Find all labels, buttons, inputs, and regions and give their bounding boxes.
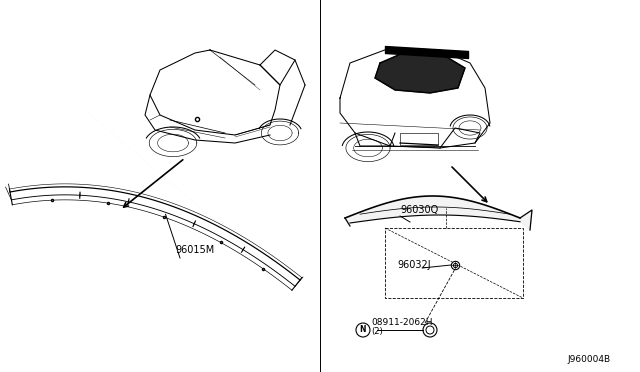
Polygon shape (345, 196, 532, 230)
Circle shape (356, 323, 370, 337)
Circle shape (426, 326, 434, 334)
Text: N: N (360, 326, 366, 334)
Bar (400, 133, 438, 145)
Text: 96015M: 96015M (175, 245, 214, 255)
Text: 96032J: 96032J (397, 260, 431, 270)
Text: 96030Q: 96030Q (400, 205, 438, 215)
Polygon shape (375, 50, 465, 93)
Text: (2): (2) (371, 327, 383, 336)
Circle shape (423, 323, 437, 337)
Text: J960004B: J960004B (567, 355, 610, 364)
Text: 08911-2062H: 08911-2062H (371, 318, 433, 327)
